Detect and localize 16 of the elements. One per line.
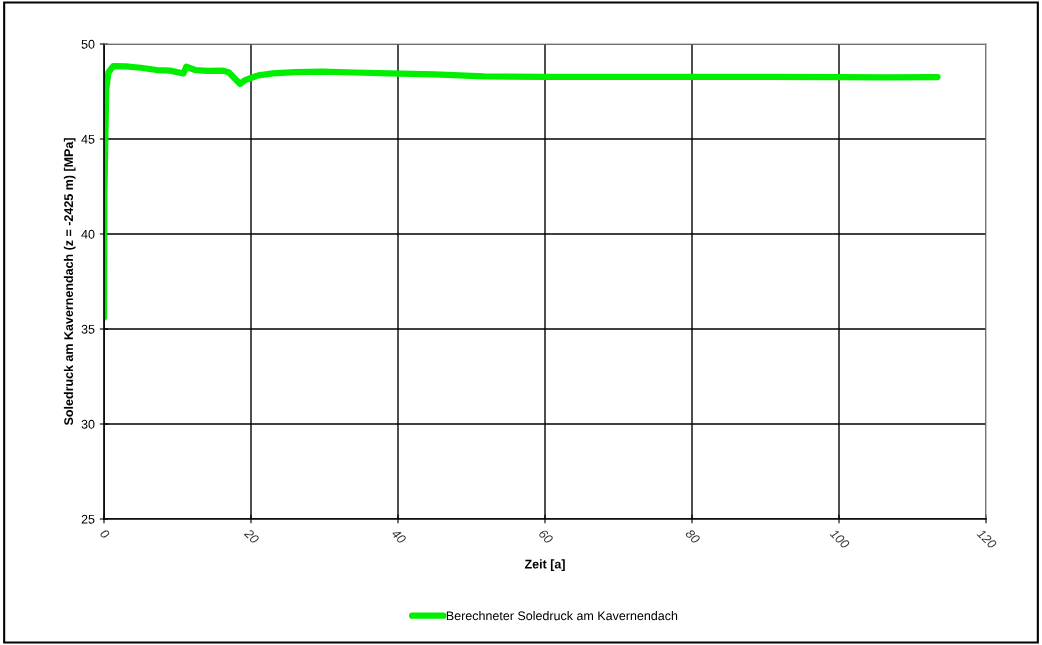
x-tick-label: 80 <box>684 528 701 545</box>
x-tick-label: 100 <box>829 528 851 550</box>
x-tick-label: 20 <box>243 528 260 545</box>
y-axis-title: Soledruck am Kavernendach (z = -2425 m) [MPa] <box>63 138 76 426</box>
y-tick-label: 50 <box>81 39 95 49</box>
x-tick-label: 120 <box>976 528 998 550</box>
y-tick-label: 35 <box>81 324 95 334</box>
y-tick-label: 25 <box>81 514 95 524</box>
x-tick-label: 40 <box>390 528 407 545</box>
x-tick-label: 0 <box>99 528 111 540</box>
y-tick-label: 40 <box>81 229 95 239</box>
x-axis-title: Zeit [a] <box>524 559 565 571</box>
x-tick-label: 60 <box>538 528 554 545</box>
y-tick-label: 45 <box>81 134 95 144</box>
y-tick-label: 30 <box>81 419 95 429</box>
legend-label: Berechneter Soledruck am Kavernendach <box>446 611 678 621</box>
